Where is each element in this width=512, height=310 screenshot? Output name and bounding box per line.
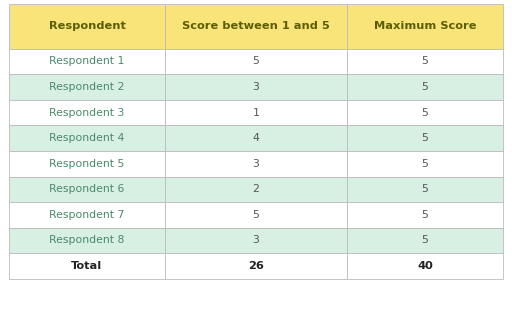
Text: Respondent: Respondent bbox=[49, 21, 125, 31]
Bar bbox=[165, 202, 347, 228]
Bar bbox=[347, 100, 503, 126]
Bar bbox=[9, 202, 165, 228]
Text: 5: 5 bbox=[252, 56, 260, 66]
Text: Total: Total bbox=[71, 261, 102, 271]
Text: Maximum Score: Maximum Score bbox=[374, 21, 476, 31]
Bar bbox=[347, 228, 503, 253]
Bar bbox=[165, 74, 347, 100]
Text: 5: 5 bbox=[421, 133, 429, 143]
Bar bbox=[165, 126, 347, 151]
Text: Score between 1 and 5: Score between 1 and 5 bbox=[182, 21, 330, 31]
Text: 5: 5 bbox=[421, 82, 429, 92]
Bar bbox=[347, 202, 503, 228]
Bar bbox=[165, 4, 347, 49]
Text: Respondent 5: Respondent 5 bbox=[49, 159, 124, 169]
Text: Respondent 3: Respondent 3 bbox=[49, 108, 124, 117]
Bar bbox=[165, 151, 347, 177]
Bar bbox=[9, 151, 165, 177]
Bar bbox=[9, 126, 165, 151]
Bar bbox=[165, 228, 347, 253]
Bar bbox=[165, 253, 347, 279]
Bar bbox=[9, 253, 165, 279]
Bar bbox=[165, 49, 347, 74]
Text: Respondent 6: Respondent 6 bbox=[49, 184, 124, 194]
Bar bbox=[165, 100, 347, 126]
Text: 40: 40 bbox=[417, 261, 433, 271]
Bar bbox=[9, 228, 165, 253]
Bar bbox=[347, 151, 503, 177]
Text: 4: 4 bbox=[252, 133, 260, 143]
Text: Respondent 4: Respondent 4 bbox=[49, 133, 124, 143]
Bar bbox=[347, 4, 503, 49]
Bar bbox=[9, 74, 165, 100]
Text: Respondent 2: Respondent 2 bbox=[49, 82, 124, 92]
Text: 5: 5 bbox=[421, 210, 429, 220]
Text: 26: 26 bbox=[248, 261, 264, 271]
Text: 5: 5 bbox=[421, 56, 429, 66]
Text: 3: 3 bbox=[252, 236, 260, 246]
Bar bbox=[9, 177, 165, 202]
Text: 5: 5 bbox=[421, 236, 429, 246]
Text: Respondent 1: Respondent 1 bbox=[49, 56, 124, 66]
Bar bbox=[165, 177, 347, 202]
Bar bbox=[347, 253, 503, 279]
Bar bbox=[9, 100, 165, 126]
Text: Respondent 8: Respondent 8 bbox=[49, 236, 124, 246]
Bar bbox=[347, 74, 503, 100]
Bar bbox=[9, 49, 165, 74]
Text: 5: 5 bbox=[421, 159, 429, 169]
Bar bbox=[9, 4, 165, 49]
Text: 2: 2 bbox=[252, 184, 260, 194]
Bar bbox=[347, 49, 503, 74]
Text: 5: 5 bbox=[421, 108, 429, 117]
Text: 3: 3 bbox=[252, 82, 260, 92]
Bar bbox=[347, 177, 503, 202]
Text: 3: 3 bbox=[252, 159, 260, 169]
Text: 5: 5 bbox=[252, 210, 260, 220]
Text: 5: 5 bbox=[421, 184, 429, 194]
Text: 1: 1 bbox=[252, 108, 260, 117]
Text: Respondent 7: Respondent 7 bbox=[49, 210, 124, 220]
Bar bbox=[347, 126, 503, 151]
